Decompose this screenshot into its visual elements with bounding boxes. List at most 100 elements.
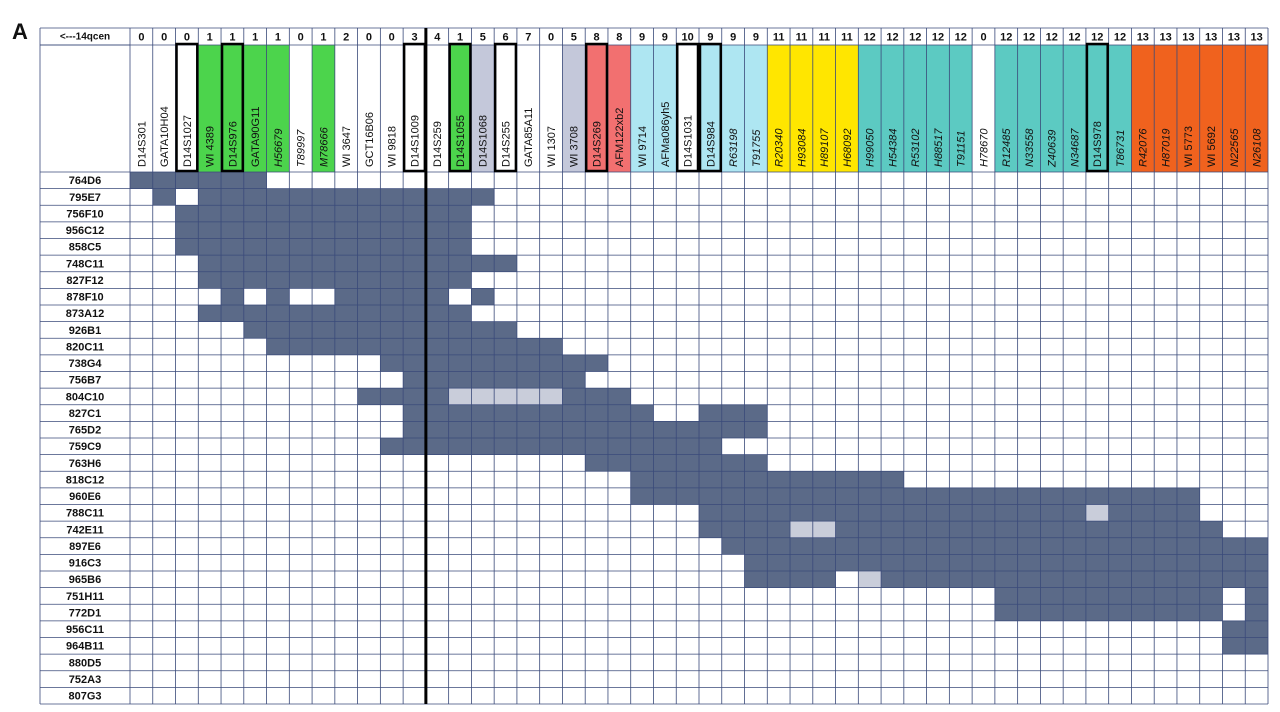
marker-color — [1040, 45, 1064, 172]
marker-number: 13 — [1205, 31, 1217, 43]
marker-name: D14S978 — [1092, 121, 1104, 167]
marker-name: D14S1055 — [455, 115, 467, 167]
marker-name: R12485 — [1001, 128, 1013, 167]
marker-color — [1176, 45, 1200, 172]
marker-number: 12 — [1023, 31, 1035, 43]
marker-name: WI 5773 — [1183, 126, 1195, 167]
dark-cells — [699, 404, 768, 422]
marker-name: Z40639 — [1047, 130, 1059, 168]
row-label: 880D5 — [69, 657, 101, 669]
marker-name: AFMa086yh5 — [660, 102, 672, 167]
marker-color — [881, 45, 904, 172]
row-label: 748C11 — [66, 258, 104, 270]
marker-color — [1245, 45, 1268, 172]
marker-color — [266, 45, 290, 172]
marker-color — [744, 45, 768, 172]
marker-color — [221, 45, 244, 172]
marker-number: 7 — [525, 31, 531, 43]
marker-name: GATA10H04 — [159, 106, 171, 167]
marker-number: 0 — [161, 31, 167, 43]
row-label: 759C9 — [69, 441, 101, 453]
marker-name: H93084 — [796, 128, 808, 167]
marker-number: 11 — [796, 31, 808, 43]
marker-color — [1131, 45, 1155, 172]
marker-name: T91151 — [956, 131, 968, 168]
marker-number: 6 — [502, 31, 508, 43]
marker-number: 11 — [841, 31, 853, 43]
marker-name: D14S1009 — [409, 115, 421, 167]
marker-number: 0 — [389, 31, 395, 43]
marker-box — [1085, 42, 1109, 173]
marker-color — [790, 45, 813, 172]
dark-cells — [266, 288, 290, 305]
dark-cells — [835, 521, 1223, 538]
marker-color — [653, 45, 677, 172]
marker-name: N22565 — [1229, 128, 1241, 167]
marker-number: 0 — [366, 31, 372, 43]
dark-cells — [152, 188, 176, 206]
row-label: 897E6 — [69, 541, 101, 553]
marker-color — [1085, 45, 1109, 172]
marker-number: 11 — [773, 31, 785, 43]
dark-cells — [266, 338, 563, 355]
marker-number: 9 — [707, 31, 713, 43]
marker-color — [607, 45, 631, 172]
row-label: 751H11 — [66, 591, 104, 603]
marker-number: 1 — [207, 31, 213, 43]
marker-number: 1 — [320, 31, 326, 43]
marker-box — [698, 42, 723, 173]
marker-name: D14S976 — [227, 121, 239, 167]
marker-number: 8 — [616, 31, 622, 43]
row-label: 738G4 — [68, 358, 102, 370]
row-label: 964B11 — [66, 641, 104, 653]
dark-cells — [744, 554, 1268, 571]
marker-name: N33558 — [1024, 128, 1036, 167]
marker-number: 12 — [1000, 31, 1012, 43]
marker-name: WI 3708 — [569, 126, 581, 167]
row-label: 965B6 — [69, 574, 101, 586]
dark-cells — [881, 571, 1268, 588]
marker-number: 12 — [886, 31, 898, 43]
marker-name: WI 3647 — [341, 126, 353, 167]
marker-name: H88517 — [933, 128, 945, 167]
row-label: 956C11 — [66, 624, 104, 636]
dark-cells — [699, 504, 1086, 522]
marker-number: 1 — [457, 31, 463, 43]
marker-name: R63198 — [728, 128, 740, 167]
dark-cells — [630, 487, 1200, 505]
marker-name: R20340 — [774, 128, 786, 167]
marker-box — [493, 42, 518, 173]
marker-name: D14S269 — [591, 121, 603, 167]
marker-name: T91755 — [751, 129, 763, 167]
marker-number: 9 — [730, 31, 736, 43]
marker-name: N34687 — [1069, 128, 1081, 167]
marker-number: 13 — [1250, 31, 1262, 43]
row-label: 820C11 — [66, 341, 104, 353]
marker-name: D14S1031 — [683, 115, 695, 167]
dark-cells — [198, 188, 495, 206]
marker-number: 12 — [1091, 31, 1103, 43]
marker-box — [220, 42, 245, 173]
marker-number: 2 — [343, 31, 349, 43]
row-label: 795E7 — [69, 192, 101, 204]
marker-name: N26108 — [1252, 128, 1264, 167]
marker-color — [994, 45, 1018, 172]
dark-cells — [1245, 604, 1268, 621]
marker-number: 12 — [864, 31, 876, 43]
marker-name: H87019 — [1160, 128, 1172, 167]
marker-name: D14S255 — [500, 121, 512, 167]
marker-color — [1199, 45, 1223, 172]
dark-cells — [562, 388, 631, 405]
row-label: 827F12 — [66, 275, 103, 287]
panel-label: A — [12, 19, 28, 44]
marker-number: 12 — [1046, 31, 1058, 43]
row-label: 763H6 — [69, 458, 101, 470]
marker-number: 13 — [1182, 31, 1194, 43]
row-label: 764D6 — [69, 175, 101, 187]
marker-box — [448, 42, 472, 173]
marker-number: 0 — [980, 31, 986, 43]
marker-name: GCT16B06 — [364, 112, 376, 167]
marker-number: 12 — [955, 31, 967, 43]
dark-cells — [175, 221, 472, 239]
marker-box — [584, 42, 609, 173]
